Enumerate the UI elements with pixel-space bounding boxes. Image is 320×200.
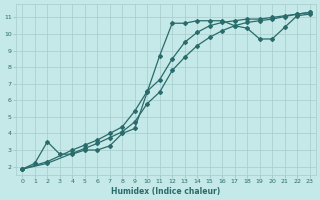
X-axis label: Humidex (Indice chaleur): Humidex (Indice chaleur) [111,187,220,196]
